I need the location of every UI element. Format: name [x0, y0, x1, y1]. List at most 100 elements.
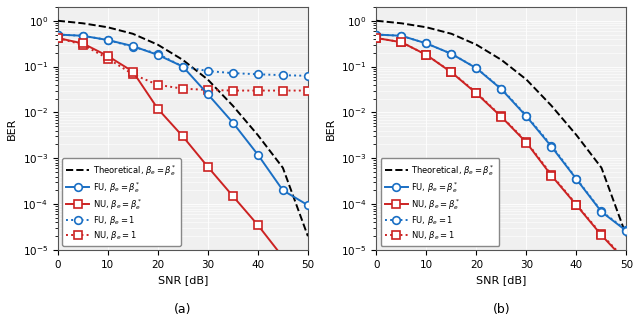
- Line: Theoretical, $\beta_e=\beta_e^*$: Theoretical, $\beta_e=\beta_e^*$: [58, 21, 308, 236]
- NU, $\beta_e=\beta_e^*$: [397, 40, 405, 44]
- Theoretical, $\beta_e=\beta_e^*$: [548, 104, 556, 108]
- FU, $\beta_e=1$: [623, 228, 630, 232]
- NU, $\beta_e=1$: [498, 114, 506, 118]
- X-axis label: SNR [dB]: SNR [dB]: [476, 275, 527, 285]
- FU, $\beta_e=\beta_e^*$: [304, 203, 312, 207]
- FU, $\beta_e=\beta_e^*$: [129, 44, 137, 48]
- NU, $\beta_e=\beta_e^*$: [154, 107, 162, 111]
- FU, $\beta_e=\beta_e^*$: [372, 32, 380, 36]
- Legend: Theoretical, $\beta_e=\beta_e^*$, FU, $\beta_e=\beta_e^*$, NU, $\beta_e=\beta_e^: Theoretical, $\beta_e=\beta_e^*$, FU, $\…: [62, 159, 180, 246]
- FU, $\beta_e=\beta_e^*$: [279, 188, 287, 192]
- NU, $\beta_e=\beta_e^*$: [254, 223, 262, 227]
- FU, $\beta_e=\beta_e^*$: [598, 210, 605, 214]
- Y-axis label: BER: BER: [326, 117, 335, 140]
- Theoretical, $\beta_e=\beta_e^*$: [397, 21, 405, 25]
- FU, $\beta_e=1$: [498, 87, 506, 91]
- Theoretical, $\beta_e=\beta_e^*$: [598, 166, 605, 170]
- FU, $\beta_e=\beta_e^*$: [573, 177, 580, 181]
- Theoretical, $\beta_e=\beta_e^*$: [54, 19, 61, 23]
- Theoretical, $\beta_e=\beta_e^*$: [129, 32, 137, 36]
- FU, $\beta_e=\beta_e^*$: [254, 153, 262, 157]
- NU, $\beta_e=\beta_e^*$: [79, 42, 86, 46]
- NU, $\beta_e=\beta_e^*$: [304, 286, 312, 290]
- FU, $\beta_e=1$: [598, 209, 605, 213]
- FU, $\beta_e=\beta_e^*$: [548, 145, 556, 149]
- NU, $\beta_e=\beta_e^*$: [279, 255, 287, 259]
- FU, $\beta_e=\beta_e^*$: [623, 229, 630, 233]
- Line: NU, $\beta_e=\beta_e^*$: NU, $\beta_e=\beta_e^*$: [54, 34, 312, 292]
- FU, $\beta_e=1$: [523, 114, 531, 118]
- X-axis label: SNR [dB]: SNR [dB]: [157, 275, 208, 285]
- Line: FU, $\beta_e=\beta_e^*$: FU, $\beta_e=\beta_e^*$: [54, 31, 312, 209]
- NU, $\beta_e=1$: [204, 88, 212, 92]
- NU, $\beta_e=1$: [279, 89, 287, 93]
- Legend: Theoretical, $\beta_e=\beta_e^*$, FU, $\beta_e=\beta_e^*$, NU, $\beta_e=\beta_e^: Theoretical, $\beta_e=\beta_e^*$, FU, $\…: [381, 159, 499, 246]
- Text: (a): (a): [174, 304, 191, 317]
- FU, $\beta_e=1$: [104, 38, 111, 42]
- Line: Theoretical, $\beta_e=\beta_e^*$: Theoretical, $\beta_e=\beta_e^*$: [376, 21, 627, 236]
- NU, $\beta_e=1$: [548, 173, 556, 176]
- FU, $\beta_e=1$: [179, 65, 187, 69]
- NU, $\beta_e=1$: [104, 57, 111, 60]
- NU, $\beta_e=\beta_e^*$: [179, 135, 187, 138]
- FU, $\beta_e=\beta_e^*$: [397, 34, 405, 38]
- Theoretical, $\beta_e=\beta_e^*$: [104, 25, 111, 29]
- NU, $\beta_e=\beta_e^*$: [523, 141, 531, 145]
- NU, $\beta_e=\beta_e^*$: [498, 115, 506, 119]
- FU, $\beta_e=1$: [397, 34, 405, 38]
- NU, $\beta_e=\beta_e^*$: [472, 91, 480, 95]
- FU, $\beta_e=\beta_e^*$: [447, 52, 455, 56]
- NU, $\beta_e=1$: [179, 87, 187, 91]
- NU, $\beta_e=1$: [422, 53, 430, 57]
- FU, $\beta_e=1$: [204, 69, 212, 73]
- Theoretical, $\beta_e=\beta_e^*$: [623, 234, 630, 238]
- NU, $\beta_e=\beta_e^*$: [447, 71, 455, 74]
- NU, $\beta_e=1$: [229, 89, 237, 93]
- NU, $\beta_e=\beta_e^*$: [422, 53, 430, 57]
- FU, $\beta_e=1$: [447, 52, 455, 56]
- FU, $\beta_e=\beta_e^*$: [498, 87, 506, 91]
- FU, $\beta_e=\beta_e^*$: [229, 121, 237, 124]
- Line: NU, $\beta_e=1$: NU, $\beta_e=1$: [54, 34, 312, 94]
- NU, $\beta_e=\beta_e^*$: [104, 54, 111, 58]
- FU, $\beta_e=\beta_e^*$: [154, 53, 162, 57]
- FU, $\beta_e=1$: [372, 32, 380, 36]
- FU, $\beta_e=\beta_e^*$: [79, 34, 86, 38]
- Theoretical, $\beta_e=\beta_e^*$: [573, 133, 580, 137]
- FU, $\beta_e=1$: [254, 72, 262, 76]
- NU, $\beta_e=1$: [598, 232, 605, 236]
- NU, $\beta_e=1$: [79, 43, 86, 47]
- Theoretical, $\beta_e=\beta_e^*$: [229, 104, 237, 108]
- NU, $\beta_e=\beta_e^*$: [573, 203, 580, 207]
- FU, $\beta_e=\beta_e^*$: [523, 114, 531, 118]
- Text: (b): (b): [493, 304, 510, 317]
- NU, $\beta_e=1$: [523, 140, 531, 144]
- Theoretical, $\beta_e=\beta_e^*$: [498, 58, 506, 62]
- Theoretical, $\beta_e=\beta_e^*$: [523, 78, 531, 82]
- NU, $\beta_e=\beta_e^*$: [229, 194, 237, 198]
- FU, $\beta_e=\beta_e^*$: [472, 66, 480, 70]
- Theoretical, $\beta_e=\beta_e^*$: [179, 58, 187, 62]
- NU, $\beta_e=1$: [154, 83, 162, 87]
- FU, $\beta_e=\beta_e^*$: [104, 38, 111, 42]
- NU, $\beta_e=1$: [472, 91, 480, 95]
- Line: FU, $\beta_e=1$: FU, $\beta_e=1$: [54, 31, 312, 80]
- NU, $\beta_e=1$: [129, 72, 137, 76]
- NU, $\beta_e=\beta_e^*$: [598, 233, 605, 237]
- NU, $\beta_e=1$: [573, 202, 580, 206]
- FU, $\beta_e=1$: [79, 34, 86, 38]
- Theoretical, $\beta_e=\beta_e^*$: [472, 43, 480, 47]
- Theoretical, $\beta_e=\beta_e^*$: [254, 133, 262, 137]
- NU, $\beta_e=\beta_e^*$: [54, 36, 61, 40]
- FU, $\beta_e=1$: [154, 52, 162, 56]
- Theoretical, $\beta_e=\beta_e^*$: [79, 21, 86, 25]
- FU, $\beta_e=\beta_e^*$: [179, 65, 187, 69]
- FU, $\beta_e=\beta_e^*$: [204, 92, 212, 96]
- FU, $\beta_e=1$: [548, 144, 556, 148]
- NU, $\beta_e=\beta_e^*$: [204, 165, 212, 169]
- Line: FU, $\beta_e=1$: FU, $\beta_e=1$: [372, 31, 630, 234]
- FU, $\beta_e=1$: [229, 71, 237, 75]
- FU, $\beta_e=\beta_e^*$: [54, 32, 61, 36]
- NU, $\beta_e=1$: [447, 70, 455, 74]
- NU, $\beta_e=1$: [372, 36, 380, 40]
